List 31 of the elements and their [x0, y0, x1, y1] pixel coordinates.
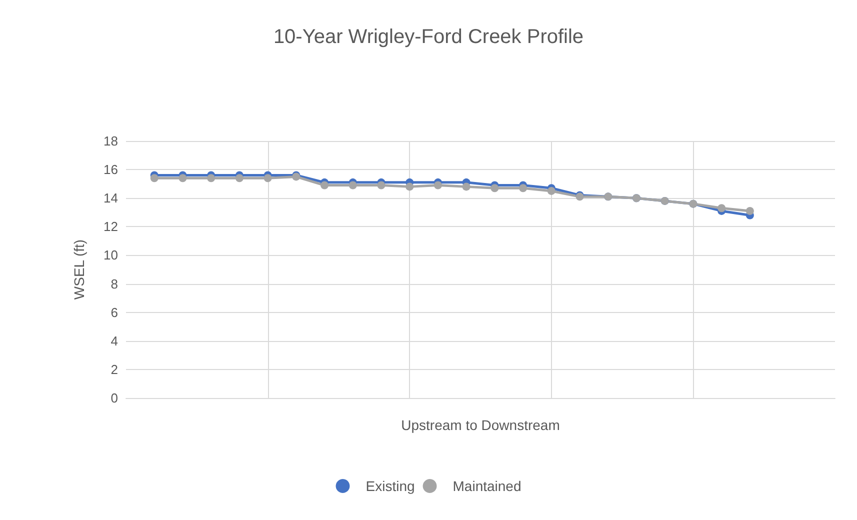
y-tick-label: 8	[110, 276, 118, 292]
point	[320, 181, 329, 190]
x-axis-title: Upstream to Downstream	[401, 417, 560, 433]
point	[547, 186, 556, 195]
chart-title: 10-Year Wrigley-Ford Creek Profile	[273, 26, 584, 48]
y-tick-label: 2	[110, 362, 118, 377]
point	[462, 182, 470, 191]
point	[434, 181, 442, 190]
point	[718, 204, 726, 212]
y-tick-label: 0	[110, 390, 118, 406]
y-tick-label: 14	[104, 190, 118, 206]
point	[178, 174, 187, 182]
y-tick-label: 6	[110, 304, 118, 320]
point	[519, 184, 528, 192]
point	[490, 184, 499, 192]
y-tick-label: 10	[104, 248, 118, 263]
point	[264, 174, 272, 182]
point	[746, 206, 754, 215]
point	[150, 174, 158, 182]
y-tick-label: 18	[104, 134, 118, 148]
y-tick-label: 16	[104, 162, 118, 178]
y-tick-label: 12	[104, 219, 118, 234]
point	[348, 181, 357, 190]
point	[235, 174, 244, 182]
point	[207, 174, 216, 182]
y-tick-label: 4	[110, 333, 118, 348]
legend-label: Existing	[366, 478, 415, 494]
legend-label: Maintained	[452, 478, 522, 494]
point	[406, 182, 414, 191]
point	[377, 181, 386, 190]
y-axis-title: WSEL (ft)	[71, 239, 87, 300]
